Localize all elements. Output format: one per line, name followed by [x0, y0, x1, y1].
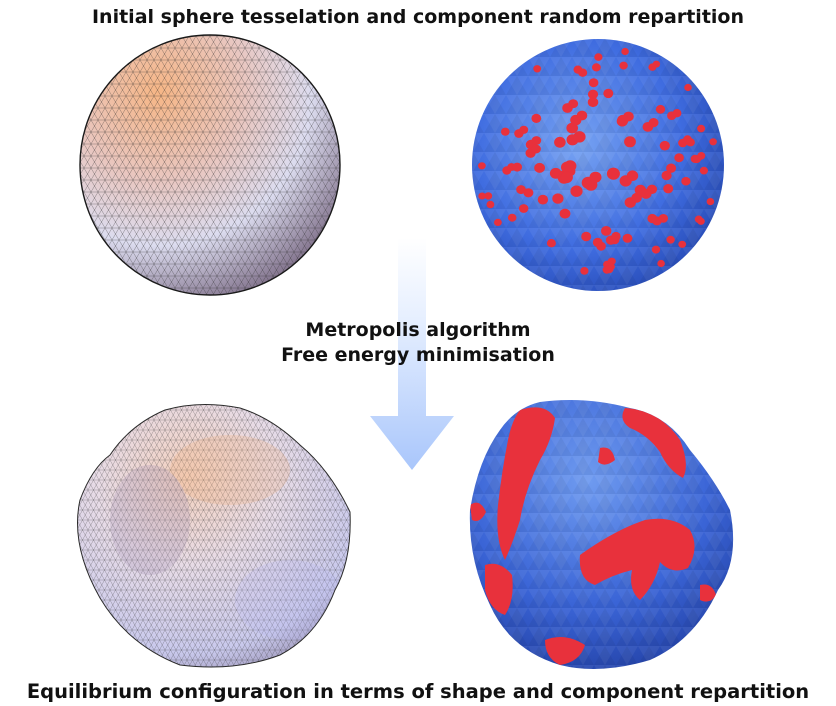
red-component-dot	[709, 138, 717, 146]
red-component-dot	[617, 114, 629, 126]
red-component-dot	[484, 192, 493, 200]
red-component-dot	[588, 78, 599, 88]
random-component-sphere	[472, 39, 724, 291]
red-component-dot	[587, 97, 599, 108]
red-component-dot	[605, 265, 614, 274]
red-component-dot	[622, 233, 633, 243]
red-component-dot	[681, 176, 691, 186]
red-component-dot	[647, 213, 658, 224]
red-component-dot	[486, 200, 495, 209]
red-component-dot	[581, 231, 592, 242]
red-component-dot	[697, 124, 706, 133]
red-component-dot	[699, 166, 709, 175]
red-component-dot	[561, 161, 574, 173]
red-component-dot	[592, 63, 601, 72]
red-component-dot	[652, 60, 661, 68]
red-component-dot	[626, 170, 639, 181]
red-component-dot	[554, 136, 566, 148]
red-component-dot	[589, 171, 602, 183]
process-label-minimisation: Free energy minimisation	[281, 344, 555, 366]
red-component-dot	[666, 163, 677, 173]
red-component-dot	[552, 193, 564, 204]
red-component-dot	[566, 134, 579, 146]
red-component-dot	[537, 194, 549, 205]
red-component-dot	[478, 192, 486, 200]
red-component-dot	[587, 89, 599, 100]
red-component-dot	[576, 110, 588, 121]
red-component-dot	[619, 61, 628, 70]
red-component-dot	[519, 204, 529, 213]
red-component-dot	[657, 259, 665, 268]
equilibrium-shape-mesh	[77, 403, 351, 668]
top-caption: Initial sphere tesselation and component…	[91, 6, 744, 28]
red-component-dot	[624, 136, 636, 148]
red-component-dot	[546, 239, 556, 248]
red-component-dot	[519, 125, 529, 134]
red-component-dot	[516, 185, 526, 195]
red-component-dot	[578, 68, 588, 77]
red-component-dot	[659, 140, 670, 151]
red-component-dot	[580, 267, 589, 275]
red-component-dot	[531, 113, 542, 123]
red-component-dot	[621, 47, 629, 56]
red-component-dot	[531, 144, 541, 154]
red-component-dot	[658, 214, 668, 223]
red-component-dot	[531, 136, 542, 145]
red-component-dot	[661, 170, 672, 181]
red-component-dot	[601, 226, 612, 236]
tessellated-sphere	[79, 34, 341, 296]
red-component-dot	[606, 167, 620, 180]
red-component-dot	[559, 208, 571, 219]
red-component-dot	[568, 99, 579, 109]
red-component-dot	[560, 171, 573, 183]
red-component-dot	[478, 162, 486, 170]
red-component-dot	[594, 53, 603, 61]
red-component-dot	[592, 237, 603, 247]
red-component-dot	[607, 257, 616, 265]
red-component-dot	[648, 118, 659, 128]
red-component-dot	[570, 185, 583, 197]
red-component-dot	[655, 104, 666, 114]
red-component-dot	[523, 188, 534, 198]
red-component-dots	[478, 47, 717, 275]
process-label-algorithm: Metropolis algorithm	[305, 319, 531, 341]
red-component-dot	[512, 162, 522, 172]
red-component-dot	[549, 167, 562, 179]
red-component-dot	[697, 217, 705, 225]
red-component-dot	[674, 153, 684, 163]
red-component-dot	[566, 122, 578, 134]
red-component-dot	[672, 109, 682, 118]
red-component-dot	[697, 152, 706, 160]
red-domains	[470, 407, 716, 665]
red-component-dot	[706, 198, 715, 206]
red-component-dot	[507, 213, 517, 222]
red-component-dot	[501, 127, 510, 136]
red-component-dot	[666, 235, 675, 244]
process-arrow	[370, 238, 454, 470]
red-component-dot	[603, 88, 614, 99]
red-component-dot	[686, 138, 695, 147]
red-component-dot	[611, 231, 621, 241]
equilibrium-shape-components	[469, 400, 734, 669]
red-component-dot	[678, 240, 687, 248]
bottom-caption: Equilibrium configuration in terms of sh…	[26, 680, 810, 703]
red-component-dot	[631, 192, 642, 203]
red-component-dot	[494, 218, 502, 226]
red-component-dot	[533, 65, 542, 73]
red-component-dot	[651, 245, 661, 254]
red-component-dot	[534, 162, 545, 173]
red-component-dot	[684, 83, 692, 92]
red-component-dot	[663, 184, 674, 194]
red-component-dot	[646, 184, 658, 194]
